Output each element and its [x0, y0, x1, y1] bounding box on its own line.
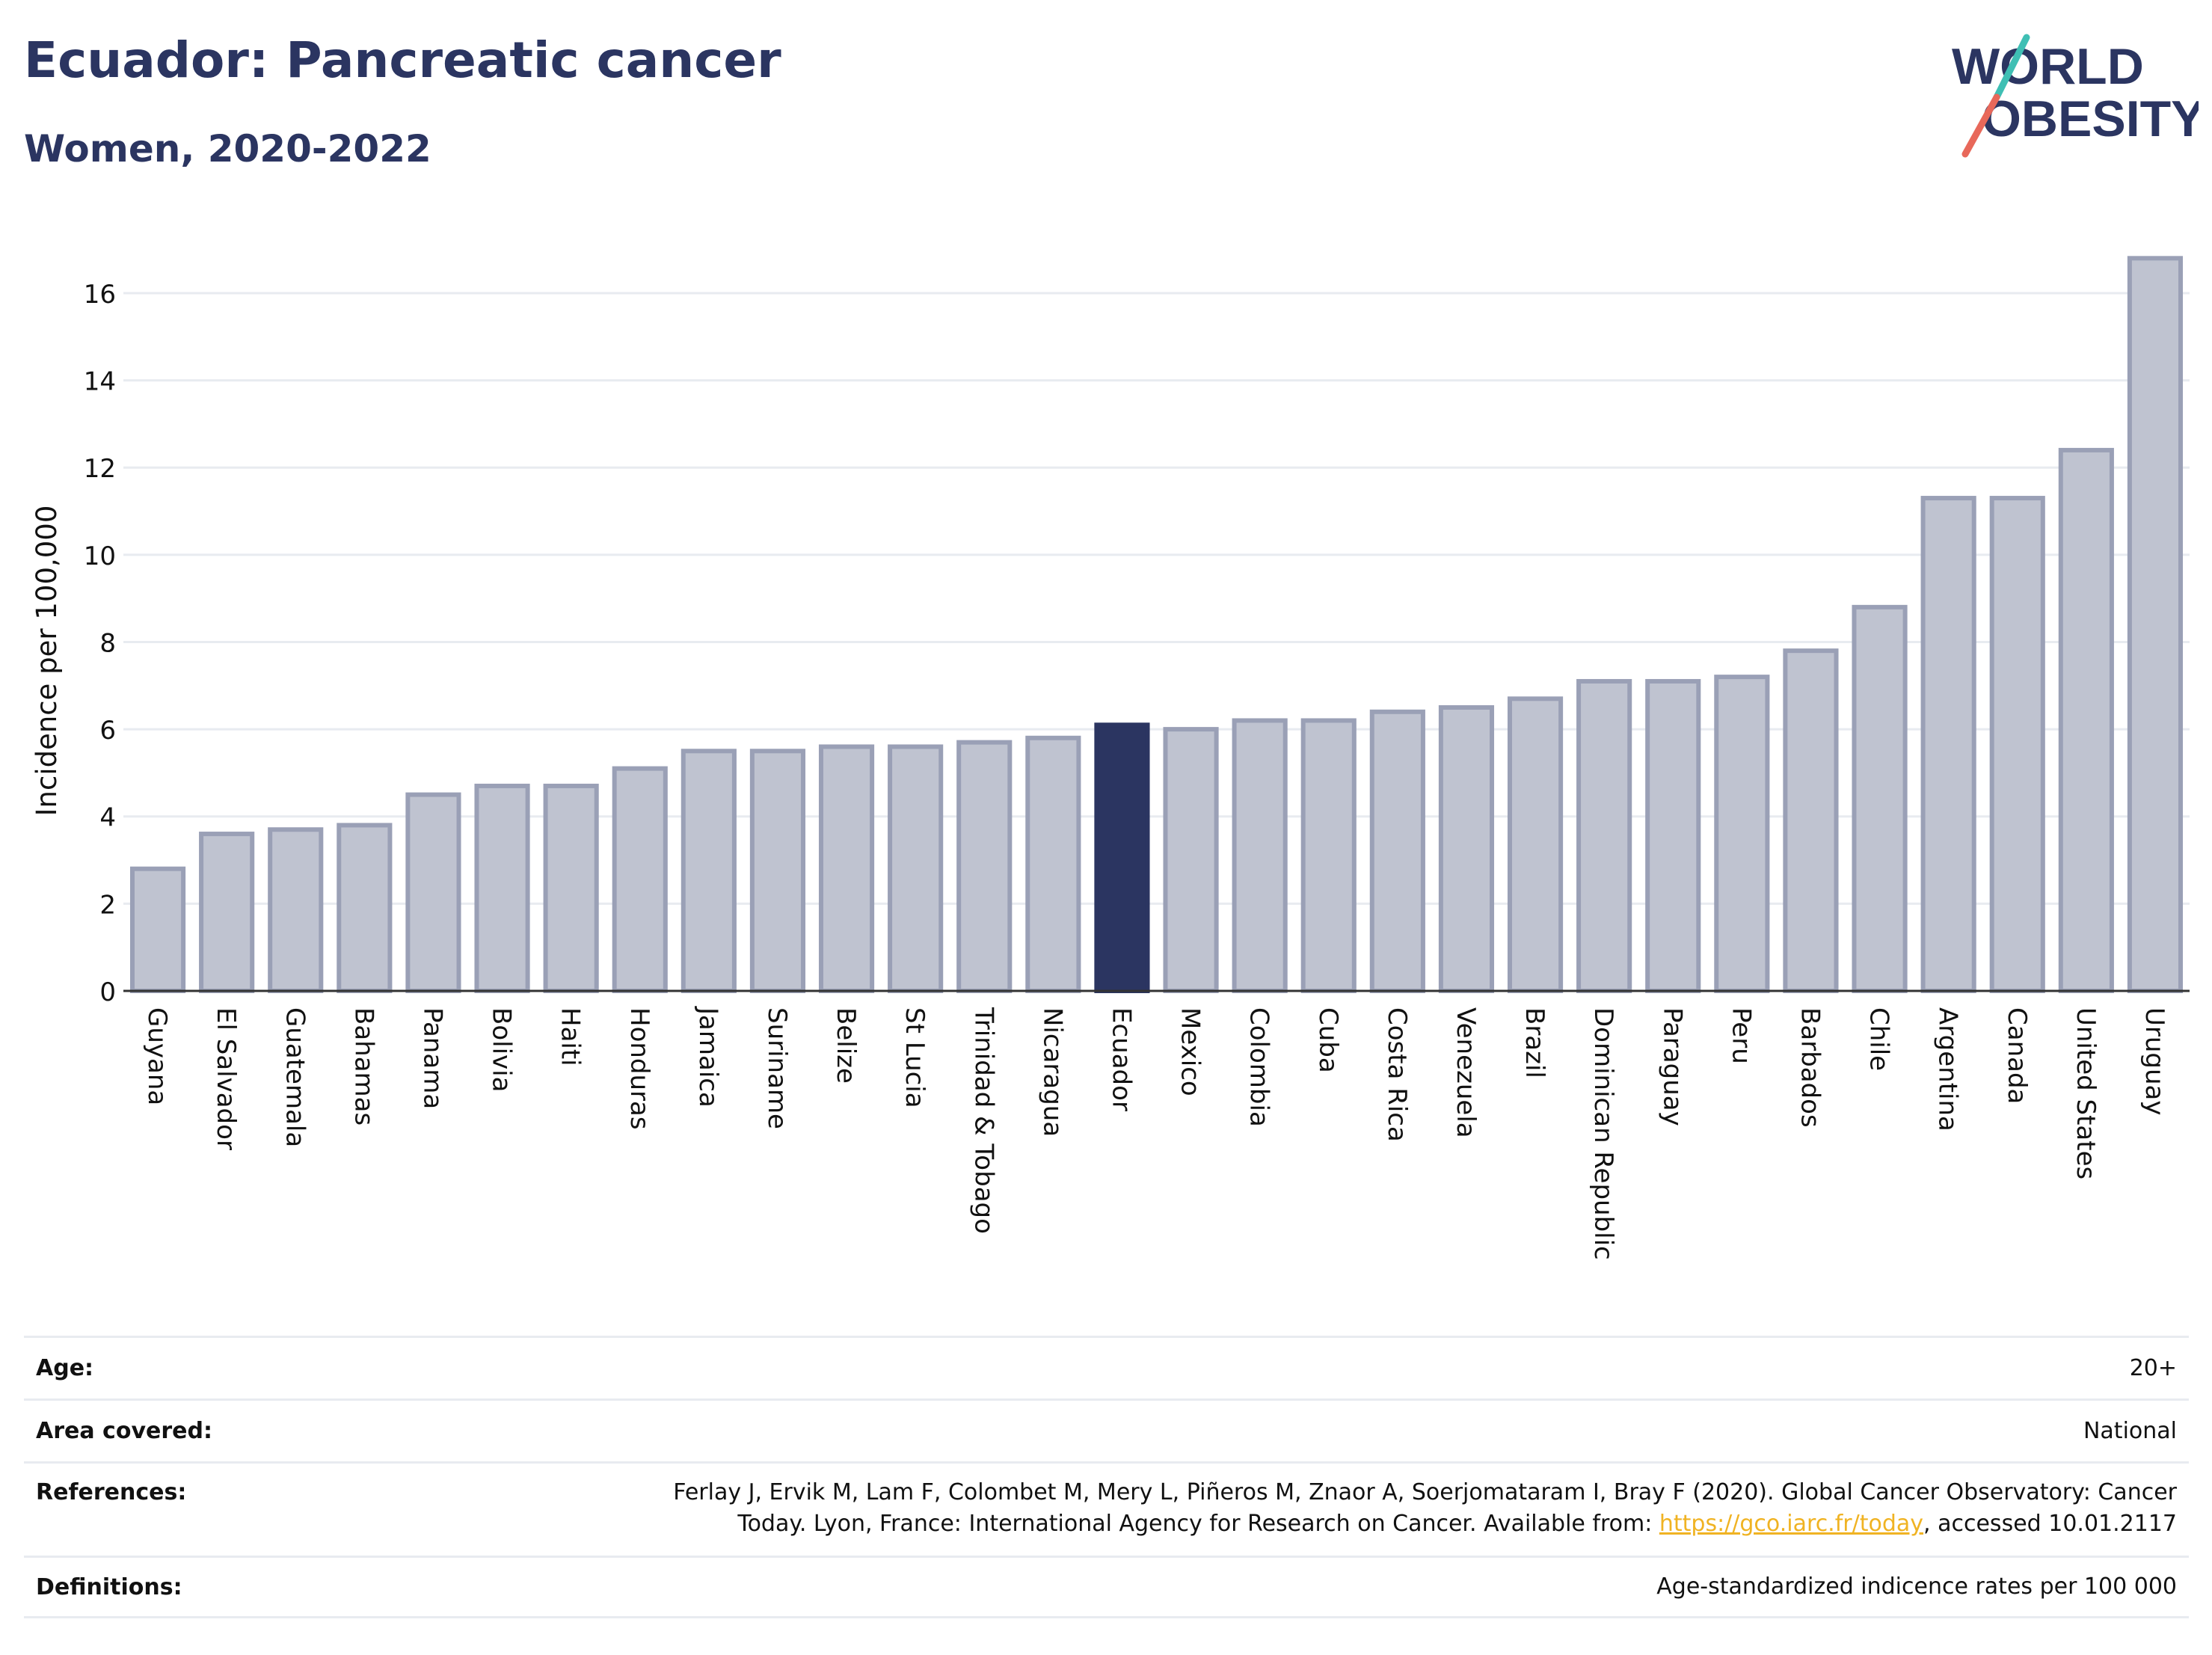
age-label: Age: [36, 1355, 94, 1381]
logo-slash-teal [1993, 34, 2030, 101]
bar [129, 866, 186, 994]
meta-row-age: Age: 20+ [24, 1336, 2189, 1398]
x-tick-label: Uruguay [2139, 1007, 2169, 1116]
x-tick-label: Dominican Republic [1588, 1007, 1618, 1260]
bar [1369, 709, 1425, 993]
x-tick-label: Canada [2002, 1007, 2032, 1104]
x-tick-label: Barbados [1795, 1007, 1825, 1128]
x-tick-label: Mexico [1176, 1007, 1205, 1096]
x-tick-label: Nicaragua [1037, 1007, 1067, 1137]
bar [956, 740, 1013, 993]
bar [1025, 735, 1081, 993]
x-tick-label: Suriname [762, 1007, 792, 1129]
x-tick-label: Argentina [1933, 1007, 1963, 1132]
x-tick-label: United States [2071, 1007, 2101, 1179]
y-tick-labels: 0 2 4 6 8 10 12 14 16 [84, 280, 116, 1007]
x-tick-label: Ecuador [1106, 1007, 1136, 1111]
y-tick-label: 0 [99, 977, 116, 1007]
grid-lines [123, 292, 2190, 905]
y-tick-label: 10 [84, 541, 116, 571]
bar [888, 744, 944, 993]
y-tick-label: 16 [84, 280, 116, 310]
y-tick-label: 6 [99, 716, 116, 746]
x-tick-label: Venezuela [1451, 1007, 1481, 1138]
bar [474, 783, 530, 994]
y-tick-label: 12 [84, 454, 116, 484]
x-tick-label: Bahamas [348, 1007, 378, 1126]
x-tick-label: Chile [1864, 1007, 1894, 1071]
bar [1783, 648, 1839, 994]
bar [268, 827, 324, 994]
x-tick-label: Costa Rica [1382, 1007, 1412, 1142]
definitions-value: Age-standardized indicence rates per 100… [1656, 1573, 2177, 1600]
bar [199, 832, 255, 994]
bar [337, 823, 393, 993]
bar [1300, 718, 1357, 993]
metadata-table: Age: 20+ Area covered: National Referenc… [24, 1336, 2189, 1618]
area-label: Area covered: [36, 1418, 212, 1444]
bar-chart: 0 2 4 6 8 10 12 14 16 Guyana El Salvador Guatemala… [31, 256, 2190, 1260]
references-value: Ferlay J, Ervik M, Lam F, Colombet M, Me… [673, 1477, 2177, 1540]
meta-row-definitions: Definitions: Age-standardized indicence … [24, 1556, 2189, 1618]
bar [405, 792, 461, 993]
x-tick-labels: Guyana El Salvador Guatemala Bahamas Panama B… [142, 1006, 2169, 1260]
x-tick-label: Colombia [1244, 1007, 1274, 1127]
y-tick-label: 8 [99, 628, 116, 658]
x-tick-label: Brazil [1520, 1007, 1549, 1078]
references-line-2-pre: Today. Lyon, France: International Agenc… [737, 1511, 1659, 1537]
x-tick-label: Paraguay [1657, 1007, 1687, 1126]
bar [1714, 675, 1770, 993]
bar [1507, 696, 1564, 993]
x-tick-label: St Lucia [900, 1007, 930, 1108]
y-tick-label: 14 [84, 367, 116, 397]
bar [1576, 678, 1632, 994]
bar [1163, 727, 1219, 993]
logo-word-obesity: OBESITY [1982, 90, 2199, 147]
logo-word-world: WORLD [1952, 38, 2144, 95]
bar [1094, 722, 1150, 994]
x-tick-label: Trinidad & Tobago [968, 1007, 998, 1234]
bars [129, 256, 2184, 994]
chart-subtitle: Women, 2020-2022 [24, 127, 431, 171]
meta-row-area: Area covered: National [24, 1398, 2189, 1461]
x-tick-label: Guatemala [280, 1007, 310, 1147]
chart-title: Ecuador: Pancreatic cancer [24, 31, 781, 89]
bar [1232, 718, 1288, 993]
definitions-label: Definitions: [36, 1573, 182, 1600]
references-link[interactable]: https://gco.iarc.fr/today [1659, 1511, 1924, 1537]
x-tick-label: Bolivia [487, 1007, 517, 1092]
y-axis-label: Incidence per 100,000 [31, 506, 63, 817]
x-tick-label: Cuba [1313, 1007, 1343, 1073]
x-tick-label: El Salvador [211, 1007, 241, 1150]
world-obesity-logo: WORLD OBESITY [1952, 34, 2199, 158]
x-tick-label: Peru [1726, 1007, 1756, 1064]
x-tick-label: Haiti [556, 1007, 586, 1066]
references-line-1: Ferlay J, Ervik M, Lam F, Colombet M, Me… [673, 1479, 2177, 1505]
bar [681, 749, 737, 993]
bar [818, 744, 875, 993]
x-tick-label: Guyana [142, 1007, 172, 1105]
bar [543, 783, 599, 994]
x-tick-label: Panama [417, 1007, 447, 1109]
area-value: National [2083, 1417, 2177, 1444]
x-tick-label: Jamaica [693, 1006, 723, 1108]
bar [2058, 447, 2114, 993]
y-tick-label: 2 [99, 890, 116, 920]
bar [612, 766, 668, 994]
bar [1645, 678, 1701, 994]
y-tick-label: 4 [99, 803, 116, 833]
logo-slash-coral [1961, 93, 2000, 158]
references-line-2-post: , accessed 10.01.2117 [1923, 1511, 2177, 1537]
x-tick-label: Honduras [624, 1007, 654, 1130]
bar [1989, 496, 2045, 993]
meta-row-references: References: Ferlay J, Ervik M, Lam F, Co… [24, 1461, 2189, 1556]
references-label: References: [36, 1479, 187, 1505]
bar [749, 749, 806, 993]
bar [1852, 604, 1908, 993]
bar [1438, 704, 1495, 993]
bar [1920, 496, 1976, 993]
bar [2127, 256, 2184, 994]
age-value: 20+ [2129, 1354, 2177, 1381]
x-tick-label: Belize [831, 1007, 861, 1084]
